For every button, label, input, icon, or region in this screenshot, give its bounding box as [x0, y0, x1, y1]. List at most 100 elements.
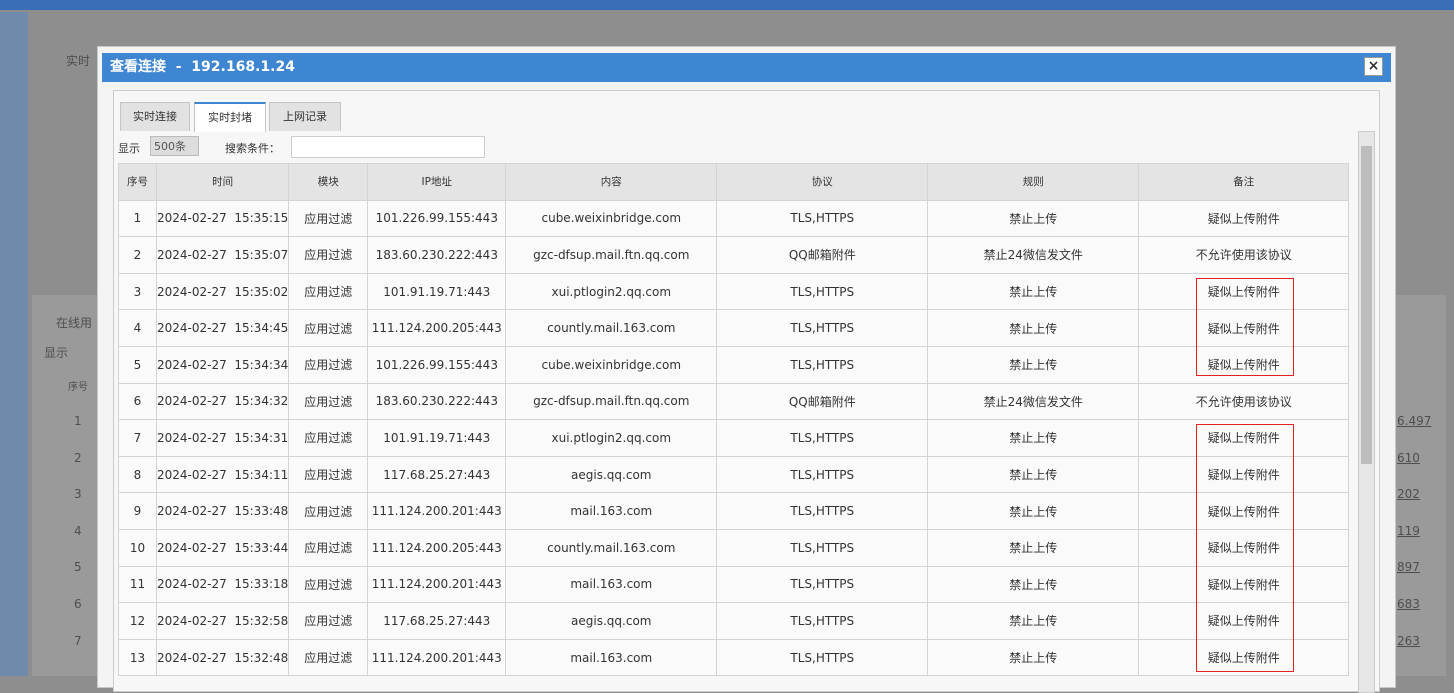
- table-cell: countly.mail.163.com: [505, 528, 718, 567]
- table-cell: TLS,HTTPS: [716, 272, 929, 311]
- table-cell: 8: [118, 455, 157, 494]
- connection-table: 序号 时间 模块 IP地址 内容 协议 规则 备注 1 2024-02-27 15:35:15 应用…: [118, 163, 1350, 677]
- table-cell: TLS,HTTPS: [716, 492, 929, 530]
- column-header: IP地址: [367, 163, 507, 201]
- table-cell: TLS,HTTPS: [716, 565, 929, 604]
- table-cell: 2024-02-27 15:35:15: [155, 199, 290, 238]
- tab[interactable]: 实时连接: [120, 102, 190, 131]
- table-cell: countly.mail.163.com: [505, 309, 718, 347]
- close-button[interactable]: ×: [1364, 57, 1383, 76]
- table-cell: TLS,HTTPS: [716, 199, 929, 238]
- table-cell: 禁止上传: [927, 565, 1140, 604]
- table-cell: 禁止上传: [927, 419, 1140, 457]
- table-cell: 10: [118, 528, 157, 567]
- table-cell: 疑似上传附件: [1138, 345, 1350, 384]
- table-row: 9 2024-02-27 15:33:48 应用过滤 111.124.200.201:…: [118, 492, 1350, 530]
- bg-row-number: 2: [74, 450, 82, 465]
- table-cell: TLS,HTTPS: [716, 345, 929, 384]
- table-cell: 应用过滤: [288, 419, 369, 457]
- table-cell: 应用过滤: [288, 528, 369, 567]
- table-cell: 疑似上传附件: [1138, 309, 1350, 347]
- table-cell: 疑似上传附件: [1138, 602, 1350, 640]
- table-row: 10 2024-02-27 15:33:44 应用过滤 111.124.200.205…: [118, 528, 1350, 567]
- table-cell: 禁止上传: [927, 272, 1140, 311]
- table-row: 8 2024-02-27 15:34:11 应用过滤 117.68.25.27:443…: [118, 455, 1350, 494]
- table-cell: cube.weixinbridge.com: [505, 199, 718, 238]
- page-size-select[interactable]: 500条 ⌄: [150, 136, 199, 173]
- table-cell: 183.60.230.222:443: [367, 382, 507, 421]
- table-cell: aegis.qq.com: [505, 602, 718, 640]
- table-cell: 111.124.200.201:443: [367, 565, 507, 604]
- bg-value: 683: [1397, 597, 1420, 611]
- table-cell: 疑似上传附件: [1138, 492, 1350, 530]
- page-size-value: 500条: [154, 140, 186, 153]
- table-cell: 117.68.25.27:443: [367, 602, 507, 640]
- table-cell: cube.weixinbridge.com: [505, 345, 718, 384]
- table-cell: 应用过滤: [288, 638, 369, 677]
- table-cell: 2024-02-27 15:34:32: [155, 382, 290, 421]
- table-cell: 13: [118, 638, 157, 677]
- table-cell: 疑似上传附件: [1138, 455, 1350, 494]
- table-cell: 6: [118, 382, 157, 421]
- table-cell: TLS,HTTPS: [716, 455, 929, 494]
- dialog-title: 查看连接 - 192.168.1.24: [110, 59, 295, 75]
- scrollbar[interactable]: [1358, 131, 1375, 693]
- table-cell: 2024-02-27 15:34:11: [155, 455, 290, 494]
- table-cell: aegis.qq.com: [505, 455, 718, 494]
- table-cell: 101.226.99.155:443: [367, 199, 507, 238]
- breadcrumb: 实时: [66, 54, 91, 68]
- table-cell: 9: [118, 492, 157, 530]
- table-cell: 101.91.19.71:443: [367, 419, 507, 457]
- table-cell: 禁止上传: [927, 602, 1140, 640]
- bg-row-number: 4: [74, 523, 82, 538]
- highlight-box: [1196, 278, 1294, 376]
- table-cell: gzc-dfsup.mail.ftn.qq.com: [505, 382, 718, 421]
- table-cell: 应用过滤: [288, 602, 369, 640]
- column-header: 协议: [716, 163, 929, 201]
- table-row: 11 2024-02-27 15:33:18 应用过滤 111.124.200.201…: [118, 565, 1350, 604]
- table-cell: 2024-02-27 15:32:48: [155, 638, 290, 677]
- table-row: 4 2024-02-27 15:34:45 应用过滤 111.124.200.205:…: [118, 309, 1350, 347]
- table-cell: 禁止上传: [927, 309, 1140, 347]
- table-cell: 3: [118, 272, 157, 311]
- table-cell: 2024-02-27 15:33:48: [155, 492, 290, 530]
- table-cell: 2024-02-27 15:33:44: [155, 528, 290, 567]
- table-cell: 不允许使用该协议: [1138, 382, 1350, 421]
- table-row: 3 2024-02-27 15:35:02 应用过滤 101.91.19.71:443…: [118, 272, 1350, 311]
- bg-row-number: 6: [74, 597, 82, 611]
- table-cell: 111.124.200.201:443: [367, 638, 507, 677]
- table-cell: 183.60.230.222:443: [367, 236, 507, 274]
- table-row: 1 2024-02-27 15:35:15 应用过滤 101.226.99.155:4…: [118, 199, 1350, 238]
- table-cell: 应用过滤: [288, 309, 369, 347]
- table-cell: TLS,HTTPS: [716, 419, 929, 457]
- top-bar: [0, 0, 1454, 10]
- table-row: 13 2024-02-27 15:32:48 应用过滤 111.124.200.201…: [118, 638, 1350, 677]
- table-cell: mail.163.com: [505, 565, 718, 604]
- table-cell: 4: [118, 309, 157, 347]
- table-cell: 应用过滤: [288, 236, 369, 274]
- table-cell: 111.124.200.205:443: [367, 309, 507, 347]
- table-cell: 12: [118, 602, 157, 640]
- table-row: 2 2024-02-27 15:35:07 应用过滤 183.60.230.222:4…: [118, 236, 1350, 274]
- bg-value: 6.497: [1397, 414, 1432, 428]
- tab[interactable]: 实时封堵: [194, 102, 266, 132]
- bg-value: 263: [1397, 633, 1420, 648]
- table-cell: QQ邮箱附件: [716, 236, 929, 274]
- search-input[interactable]: [291, 136, 485, 158]
- table-row: 6 2024-02-27 15:34:32 应用过滤 183.60.230.222:4…: [118, 382, 1350, 421]
- scroll-thumb[interactable]: [1361, 146, 1372, 464]
- table-cell: 101.226.99.155:443: [367, 345, 507, 384]
- table-cell: 应用过滤: [288, 272, 369, 311]
- tab[interactable]: 上网记录: [269, 102, 341, 131]
- table-cell: 禁止上传: [927, 492, 1140, 530]
- sidebar: [0, 12, 28, 676]
- table-cell: TLS,HTTPS: [716, 528, 929, 567]
- column-header: 序号: [118, 163, 157, 201]
- table-cell: 2024-02-27 15:32:58: [155, 602, 290, 640]
- show-label: 显示: [44, 346, 69, 360]
- table-cell: 禁止24微信发文件: [927, 382, 1140, 421]
- table-cell: 应用过滤: [288, 199, 369, 238]
- table-cell: 应用过滤: [288, 382, 369, 421]
- bg-value: 119: [1397, 523, 1420, 538]
